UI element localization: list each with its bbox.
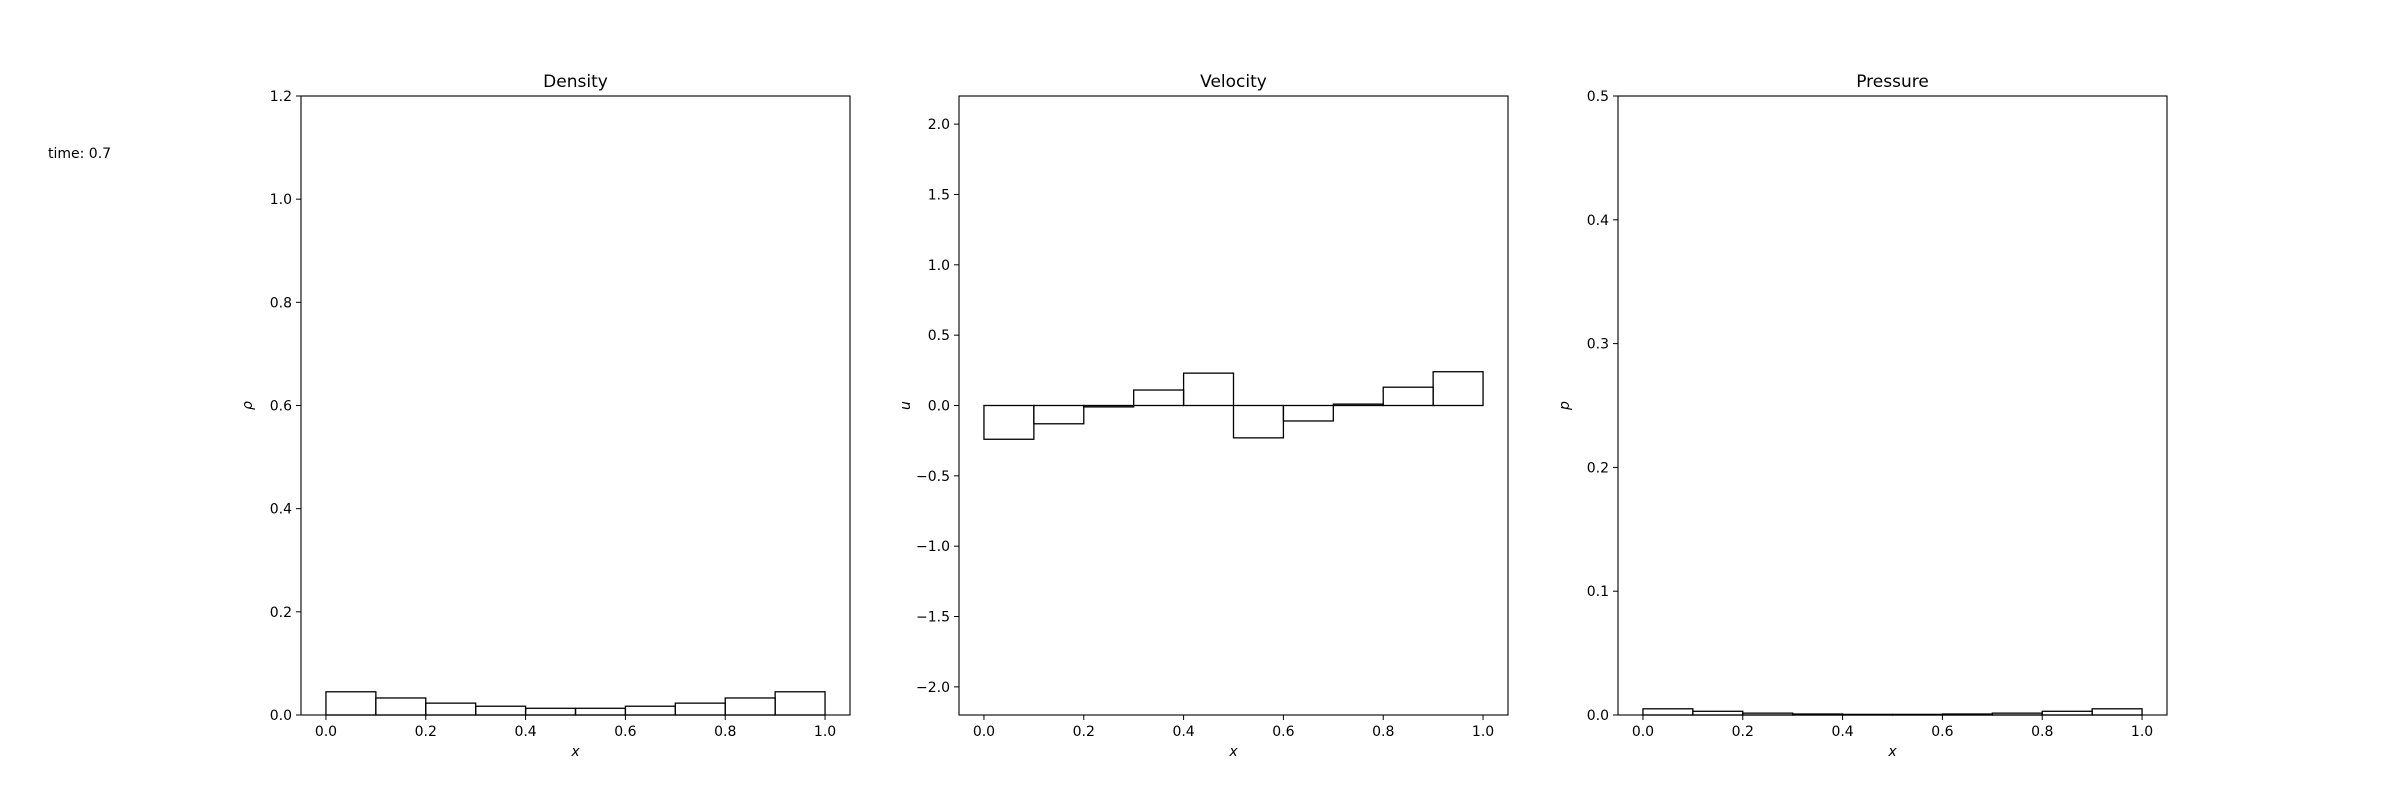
bar [1033,404,1085,425]
y-tick-label: −1.0 [916,539,950,555]
bar [1382,386,1434,407]
bar [983,404,1035,440]
x-tick-label: 0.2 [1732,724,1754,740]
bar [1332,403,1384,407]
chart-title: Velocity [1200,72,1267,92]
y-tick-label: 2.0 [928,117,950,133]
y-tick-label: 1.0 [928,258,950,274]
density-panel: 0.0 0.2 0.4 0.6 0.8 1.0 0.0 0.2 0.4 0.6 0.8 1.0 1.2 D… [240,72,851,760]
x-tick-label: 0.8 [2031,724,2053,740]
y-tick-label: 1.2 [270,89,292,105]
y-tick-label: 0.0 [928,399,950,415]
bar [2041,710,2093,716]
y-axis-label: ρ [240,401,256,410]
x-tick-label: 0.8 [1372,724,1394,740]
x-axis-label: x [1887,744,1897,760]
bar [774,691,826,716]
bar [1432,371,1484,407]
axes-frame [1617,95,2168,716]
y-tick-label: 0.5 [1587,89,1609,105]
x-tick-label: 0.6 [1931,724,1953,740]
x-tick-label: 0.0 [315,724,337,740]
y-tick-label: 0.0 [270,708,292,724]
y-tick-label: 1.5 [928,187,950,203]
bar [325,691,377,716]
x-tick-label: 0.2 [415,724,437,740]
y-tick-label: 0.8 [270,295,292,311]
bar [2091,708,2143,716]
y-axis-label: u [898,401,914,410]
x-tick-label: 0.0 [1632,724,1654,740]
y-tick-label: −2.0 [916,680,950,696]
y-tick-label: 1.0 [270,192,292,208]
x-tick-label: 1.0 [814,724,836,740]
bar [574,707,627,716]
y-tick-label: 0.5 [928,328,950,344]
pressure-panel: 0.0 0.2 0.4 0.6 0.8 1.0 0.0 0.1 0.2 0.3 0.4 0.5 Pres… [1557,72,2168,760]
bar [1282,404,1334,422]
bar [375,697,427,716]
y-tick-label: 0.3 [1587,337,1609,353]
x-tick-label: 1.0 [2131,724,2153,740]
x-axis-label: x [570,744,580,760]
x-tick-label: 0.8 [714,724,736,740]
velocity-panel: 0.0 0.2 0.4 0.6 0.8 1.0 −2.0 −1.5 −1.0 −0.5 0.0 0.5… [898,72,1509,760]
bar [1692,710,1744,716]
y-tick-label: −0.5 [916,469,950,485]
x-tick-label: 1.0 [1472,724,1494,740]
bar [1232,404,1285,439]
bar [475,705,527,716]
x-tick-label: 0.4 [514,724,536,740]
y-axis-label: p [1557,401,1573,411]
y-tick-label: 0.2 [1587,460,1609,476]
chart-title: Density [543,72,608,92]
x-tick-label: 0.6 [614,724,636,740]
y-tick-label: 0.4 [270,502,292,518]
bar [1182,372,1235,407]
y-tick-label: 0.4 [1587,213,1609,229]
x-tick-label: 0.6 [1272,724,1294,740]
bar [524,707,577,716]
x-tick-label: 0.0 [973,724,995,740]
x-tick-label: 0.4 [1172,724,1194,740]
bar [1642,708,1694,716]
y-tick-label: 0.0 [1587,708,1609,724]
x-tick-label: 0.2 [1073,724,1095,740]
chart-title: Pressure [1856,72,1929,92]
y-tick-label: −1.5 [916,610,950,626]
time-label: time: 0.7 [48,146,112,162]
x-tick-label: 0.4 [1831,724,1853,740]
y-tick-label: 0.6 [270,399,292,415]
bar [1083,404,1135,408]
x-axis-label: x [1228,744,1238,760]
y-tick-label: 0.2 [270,605,292,621]
bar [1133,389,1185,407]
bar [624,705,676,716]
bar [674,702,726,716]
y-tick-label: 0.1 [1587,584,1609,600]
bar [425,702,477,716]
bar [724,697,776,716]
axes-frame [300,95,851,716]
